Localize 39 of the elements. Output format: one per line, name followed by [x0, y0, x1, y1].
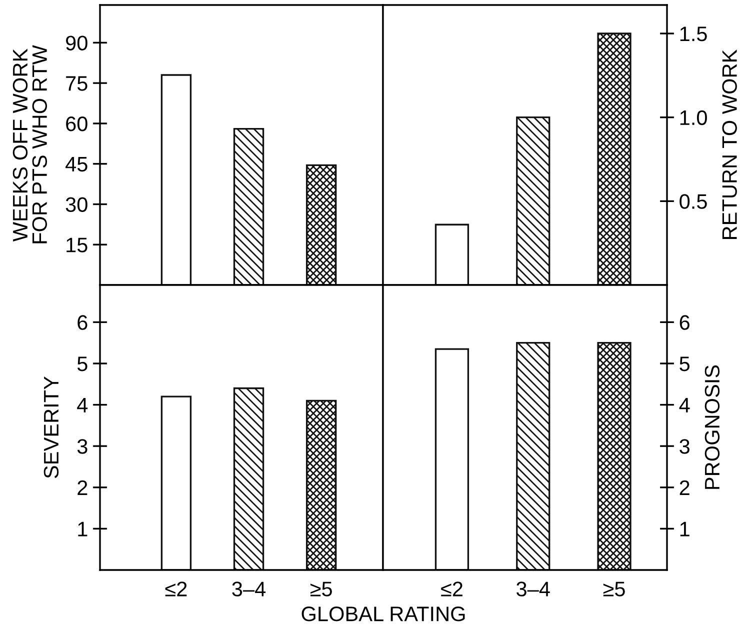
- bar: [233, 128, 264, 285]
- x-tick-label: ≥5: [310, 582, 332, 596]
- y-tick-label: 5: [77, 356, 88, 372]
- y-tick-label: 4: [77, 398, 88, 412]
- bar: [306, 164, 337, 285]
- y-tick-label: 15: [66, 238, 88, 252]
- x-axis-title: GLOBAL RATING: [302, 606, 465, 622]
- y-tick-label: 1.5: [680, 26, 707, 42]
- y-tick-label: 90: [66, 36, 88, 50]
- y-axis-title: SEVERITY: [44, 376, 59, 478]
- bar: [516, 116, 550, 285]
- y-tick-label: 6: [78, 315, 88, 330]
- y-tick-label: 6: [680, 315, 690, 330]
- x-tick-label: ≤2: [165, 582, 187, 596]
- y-tick-label: 1: [680, 522, 690, 536]
- y-tick-label: 0.5: [680, 194, 707, 209]
- y-axis-title: RETURN TO WORK: [722, 50, 737, 239]
- y-tick-label: 3: [77, 439, 88, 454]
- y-tick-label: 1.0: [680, 110, 707, 126]
- y-tick-label: 3: [680, 439, 690, 454]
- bar: [160, 74, 192, 285]
- y-tick-label: 60: [66, 116, 88, 132]
- bar: [306, 400, 337, 570]
- y-tick-label: 30: [66, 197, 88, 212]
- y-tick-label: 75: [66, 76, 88, 91]
- y-tick-label: 5: [680, 356, 690, 372]
- y-tick-label: 2: [680, 480, 690, 495]
- bar: [597, 32, 632, 285]
- x-tick-label: 3–4: [516, 582, 550, 596]
- x-tick-label: ≥5: [603, 582, 625, 596]
- x-tick-label: 3–4: [232, 582, 266, 596]
- y-tick-label: 2: [78, 480, 88, 495]
- y-tick-label: 45: [66, 157, 88, 172]
- y-tick-label: 1: [78, 522, 88, 536]
- y-axis-title: PROGNOSIS: [704, 365, 720, 489]
- x-tick-label: ≤2: [441, 582, 462, 596]
- y-axis-title: WEEKS OFF WORK FOR PTS WHO RTW: [12, 45, 48, 244]
- y-tick-label: 4: [679, 398, 690, 412]
- bar: [233, 387, 264, 570]
